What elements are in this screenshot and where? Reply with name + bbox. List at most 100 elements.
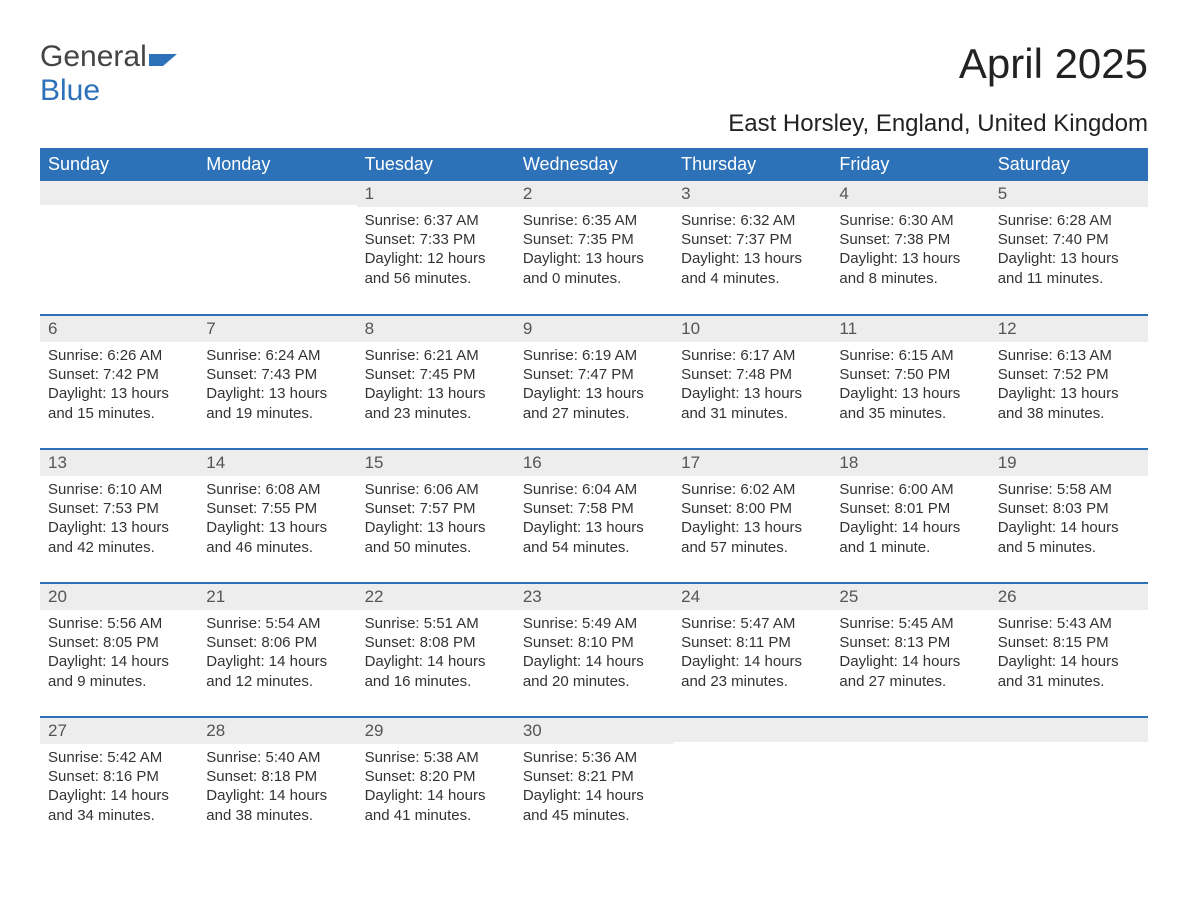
day-number: 6 [40, 316, 198, 342]
day-number: 5 [990, 181, 1148, 207]
calendar-cell: 14Sunrise: 6:08 AMSunset: 7:55 PMDayligh… [198, 449, 356, 583]
calendar-week-row: 6Sunrise: 6:26 AMSunset: 7:42 PMDaylight… [40, 315, 1148, 449]
day-number: 14 [198, 450, 356, 476]
day-number: 19 [990, 450, 1148, 476]
calendar-cell: 5Sunrise: 6:28 AMSunset: 7:40 PMDaylight… [990, 181, 1148, 315]
daylight-text: Daylight: 13 hours and 54 minutes. [523, 518, 665, 556]
calendar-cell: 17Sunrise: 6:02 AMSunset: 8:00 PMDayligh… [673, 449, 831, 583]
day-number: 10 [673, 316, 831, 342]
day-number: 2 [515, 181, 673, 207]
page-subtitle: East Horsley, England, United Kingdom [40, 110, 1148, 138]
day-details: Sunrise: 6:02 AMSunset: 8:00 PMDaylight:… [673, 476, 831, 563]
calendar-cell: 7Sunrise: 6:24 AMSunset: 7:43 PMDaylight… [198, 315, 356, 449]
calendar-cell: 1Sunrise: 6:37 AMSunset: 7:33 PMDaylight… [357, 181, 515, 315]
calendar-body: 1Sunrise: 6:37 AMSunset: 7:33 PMDaylight… [40, 181, 1148, 851]
sunrise-text: Sunrise: 6:26 AM [48, 346, 190, 365]
calendar-cell: 19Sunrise: 5:58 AMSunset: 8:03 PMDayligh… [990, 449, 1148, 583]
day-number [673, 718, 831, 742]
day-number: 30 [515, 718, 673, 744]
sunset-text: Sunset: 7:33 PM [365, 230, 507, 249]
sunrise-text: Sunrise: 6:13 AM [998, 346, 1140, 365]
sunset-text: Sunset: 8:13 PM [839, 633, 981, 652]
sunrise-text: Sunrise: 5:58 AM [998, 480, 1140, 499]
calendar-cell [40, 181, 198, 315]
logo: General Blue [40, 40, 179, 108]
day-number: 23 [515, 584, 673, 610]
sunset-text: Sunset: 7:40 PM [998, 230, 1140, 249]
sunrise-text: Sunrise: 6:35 AM [523, 211, 665, 230]
day-details: Sunrise: 5:56 AMSunset: 8:05 PMDaylight:… [40, 610, 198, 697]
page-title: April 2025 [959, 40, 1148, 88]
sunrise-text: Sunrise: 6:30 AM [839, 211, 981, 230]
sunset-text: Sunset: 8:05 PM [48, 633, 190, 652]
day-number: 26 [990, 584, 1148, 610]
daylight-text: Daylight: 13 hours and 15 minutes. [48, 384, 190, 422]
day-number: 9 [515, 316, 673, 342]
sunset-text: Sunset: 7:43 PM [206, 365, 348, 384]
day-number: 22 [357, 584, 515, 610]
sunrise-text: Sunrise: 6:17 AM [681, 346, 823, 365]
calendar-cell: 18Sunrise: 6:00 AMSunset: 8:01 PMDayligh… [831, 449, 989, 583]
sunset-text: Sunset: 7:47 PM [523, 365, 665, 384]
day-details: Sunrise: 6:28 AMSunset: 7:40 PMDaylight:… [990, 207, 1148, 294]
col-friday: Friday [831, 148, 989, 181]
sunrise-text: Sunrise: 5:40 AM [206, 748, 348, 767]
day-details: Sunrise: 6:06 AMSunset: 7:57 PMDaylight:… [357, 476, 515, 563]
calendar-cell: 6Sunrise: 6:26 AMSunset: 7:42 PMDaylight… [40, 315, 198, 449]
day-details: Sunrise: 6:08 AMSunset: 7:55 PMDaylight:… [198, 476, 356, 563]
calendar-cell [831, 717, 989, 851]
daylight-text: Daylight: 13 hours and 31 minutes. [681, 384, 823, 422]
calendar-cell: 15Sunrise: 6:06 AMSunset: 7:57 PMDayligh… [357, 449, 515, 583]
day-details: Sunrise: 5:49 AMSunset: 8:10 PMDaylight:… [515, 610, 673, 697]
sunrise-text: Sunrise: 6:08 AM [206, 480, 348, 499]
sunrise-text: Sunrise: 6:24 AM [206, 346, 348, 365]
sunset-text: Sunset: 8:03 PM [998, 499, 1140, 518]
sunset-text: Sunset: 8:18 PM [206, 767, 348, 786]
calendar-cell: 4Sunrise: 6:30 AMSunset: 7:38 PMDaylight… [831, 181, 989, 315]
calendar-cell: 28Sunrise: 5:40 AMSunset: 8:18 PMDayligh… [198, 717, 356, 851]
calendar-header-row: Sunday Monday Tuesday Wednesday Thursday… [40, 148, 1148, 181]
day-details: Sunrise: 6:00 AMSunset: 8:01 PMDaylight:… [831, 476, 989, 563]
day-details: Sunrise: 5:43 AMSunset: 8:15 PMDaylight:… [990, 610, 1148, 697]
day-details: Sunrise: 5:38 AMSunset: 8:20 PMDaylight:… [357, 744, 515, 831]
calendar-week-row: 13Sunrise: 6:10 AMSunset: 7:53 PMDayligh… [40, 449, 1148, 583]
sunset-text: Sunset: 8:01 PM [839, 499, 981, 518]
sunrise-text: Sunrise: 5:38 AM [365, 748, 507, 767]
sunset-text: Sunset: 7:57 PM [365, 499, 507, 518]
calendar-table: Sunday Monday Tuesday Wednesday Thursday… [40, 148, 1148, 851]
sunset-text: Sunset: 7:55 PM [206, 499, 348, 518]
day-details: Sunrise: 6:26 AMSunset: 7:42 PMDaylight:… [40, 342, 198, 429]
sunset-text: Sunset: 7:50 PM [839, 365, 981, 384]
day-details: Sunrise: 5:47 AMSunset: 8:11 PMDaylight:… [673, 610, 831, 697]
calendar-cell [673, 717, 831, 851]
daylight-text: Daylight: 14 hours and 23 minutes. [681, 652, 823, 690]
daylight-text: Daylight: 13 hours and 38 minutes. [998, 384, 1140, 422]
logo-text-blue: Blue [40, 74, 100, 107]
col-tuesday: Tuesday [357, 148, 515, 181]
day-number [40, 181, 198, 205]
day-details: Sunrise: 6:15 AMSunset: 7:50 PMDaylight:… [831, 342, 989, 429]
calendar-cell: 29Sunrise: 5:38 AMSunset: 8:20 PMDayligh… [357, 717, 515, 851]
daylight-text: Daylight: 13 hours and 35 minutes. [839, 384, 981, 422]
calendar-cell: 8Sunrise: 6:21 AMSunset: 7:45 PMDaylight… [357, 315, 515, 449]
sunrise-text: Sunrise: 5:56 AM [48, 614, 190, 633]
sunrise-text: Sunrise: 5:49 AM [523, 614, 665, 633]
daylight-text: Daylight: 14 hours and 9 minutes. [48, 652, 190, 690]
daylight-text: Daylight: 13 hours and 0 minutes. [523, 249, 665, 287]
day-number: 18 [831, 450, 989, 476]
day-number [990, 718, 1148, 742]
sunset-text: Sunset: 7:38 PM [839, 230, 981, 249]
calendar-cell: 27Sunrise: 5:42 AMSunset: 8:16 PMDayligh… [40, 717, 198, 851]
col-thursday: Thursday [673, 148, 831, 181]
sunrise-text: Sunrise: 5:42 AM [48, 748, 190, 767]
sunrise-text: Sunrise: 6:37 AM [365, 211, 507, 230]
daylight-text: Daylight: 13 hours and 46 minutes. [206, 518, 348, 556]
day-details: Sunrise: 6:17 AMSunset: 7:48 PMDaylight:… [673, 342, 831, 429]
calendar-cell: 21Sunrise: 5:54 AMSunset: 8:06 PMDayligh… [198, 583, 356, 717]
daylight-text: Daylight: 14 hours and 12 minutes. [206, 652, 348, 690]
sunset-text: Sunset: 8:21 PM [523, 767, 665, 786]
day-number [831, 718, 989, 742]
day-number: 4 [831, 181, 989, 207]
day-details: Sunrise: 6:24 AMSunset: 7:43 PMDaylight:… [198, 342, 356, 429]
daylight-text: Daylight: 13 hours and 23 minutes. [365, 384, 507, 422]
